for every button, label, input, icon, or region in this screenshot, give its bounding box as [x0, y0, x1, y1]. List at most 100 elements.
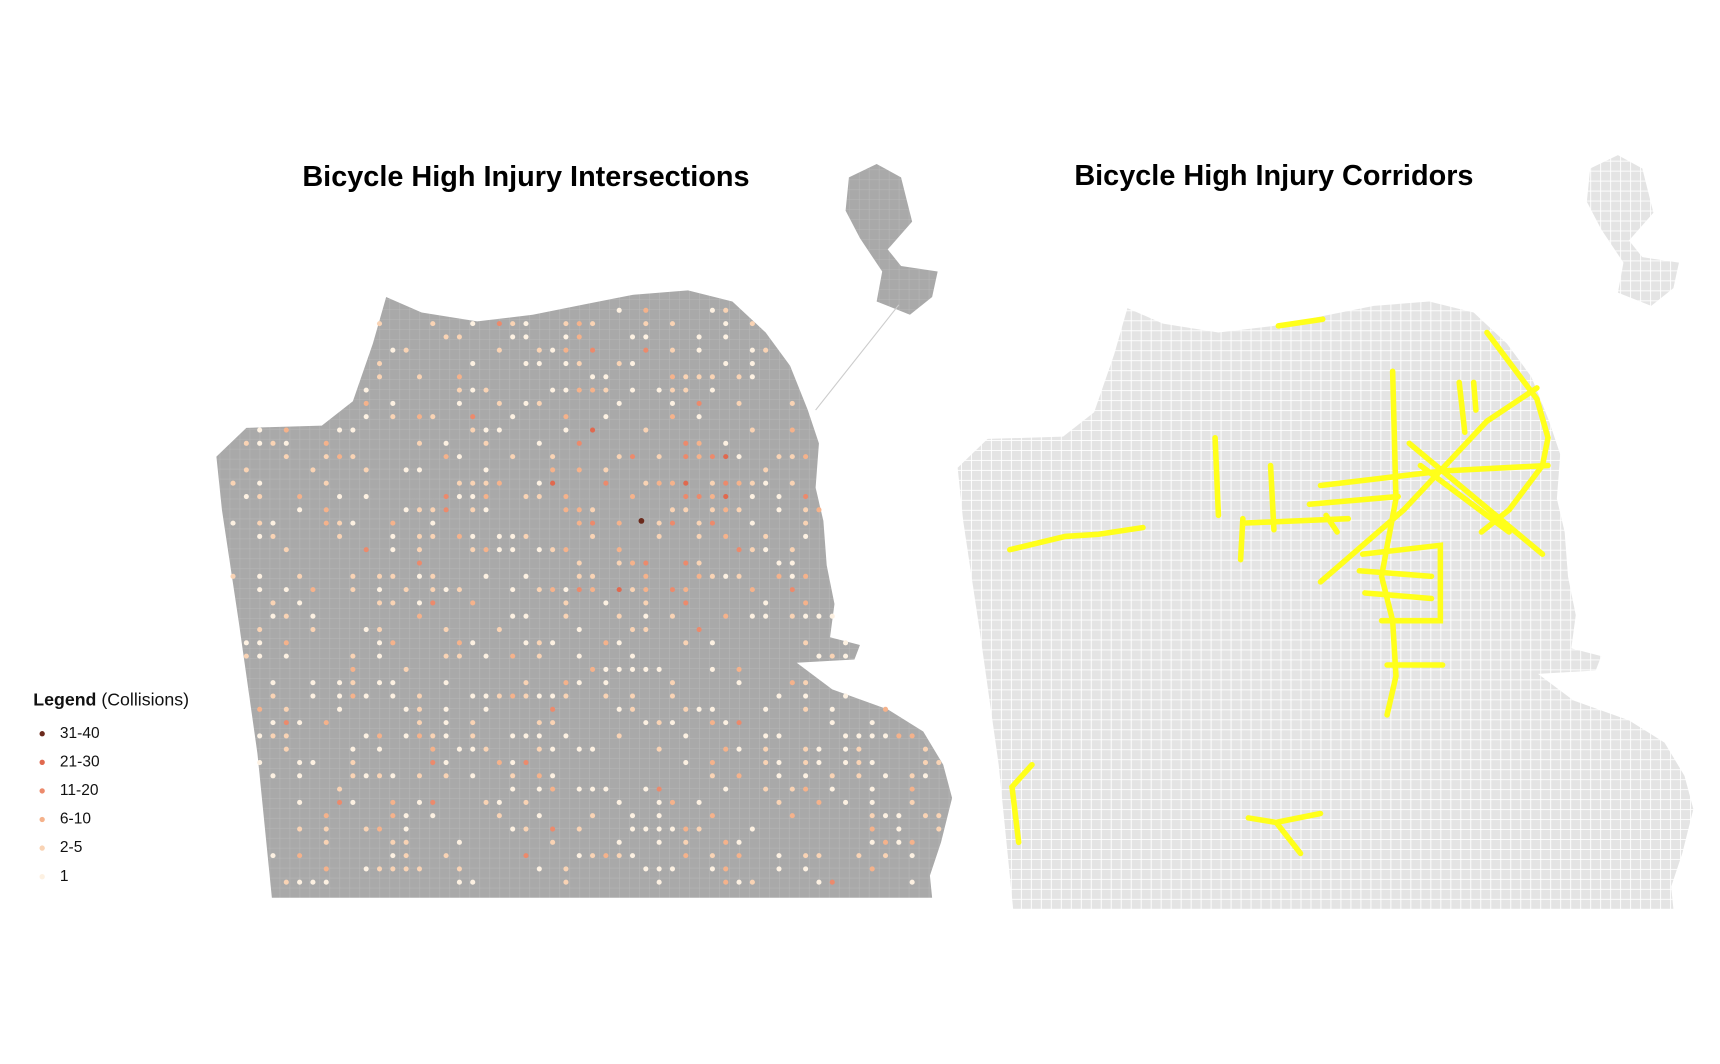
- collision-dot: [270, 853, 276, 859]
- collision-dot: [456, 533, 462, 539]
- collision-dot: [749, 879, 755, 885]
- collision-dot: [270, 600, 276, 606]
- collision-dot: [603, 786, 609, 792]
- collision-dot: [696, 560, 702, 566]
- collision-dot: [656, 387, 662, 393]
- collision-dot: [763, 786, 769, 792]
- collision-dot: [669, 321, 676, 327]
- collision-dot: [683, 560, 689, 566]
- collision-dot: [470, 746, 476, 752]
- corridor: [1007, 524, 1146, 553]
- collision-dot: [896, 813, 902, 819]
- collision-dot: [470, 533, 476, 539]
- collision-dot: [616, 666, 622, 672]
- collision-dot: [297, 853, 303, 859]
- collision-dot: [789, 587, 795, 593]
- collision-dot: [550, 454, 556, 460]
- collision-dot: [270, 533, 276, 539]
- collision-dot: [683, 480, 689, 486]
- collision-dot: [709, 573, 715, 579]
- collision-dot: [576, 853, 582, 859]
- collision-dot: [496, 799, 502, 805]
- collision-dot: [789, 427, 795, 433]
- legend: Legend (Collisions) 31-40 21-30 11-20 6-10 2…: [33, 689, 189, 885]
- collision-dot: [470, 480, 476, 486]
- collision-dot: [882, 813, 889, 819]
- collision-dot: [643, 786, 649, 792]
- collision-dot: [550, 746, 556, 752]
- collision-dot: [643, 334, 649, 340]
- collision-dot: [723, 879, 729, 885]
- collision-dot: [257, 759, 263, 766]
- collision-dot: [749, 587, 755, 593]
- collision-dot: [749, 480, 755, 486]
- collision-dot: [590, 573, 596, 579]
- collision-dot: [536, 866, 542, 872]
- collision-dot: [696, 414, 702, 420]
- collision-dot: [456, 587, 462, 593]
- collision-dot: [390, 400, 396, 406]
- collision-dot: [323, 839, 329, 845]
- collision-dot: [896, 839, 902, 845]
- collision-dot: [230, 480, 236, 486]
- collision-dot: [563, 493, 569, 500]
- collision-dot: [550, 720, 556, 726]
- collision-dot: [403, 813, 409, 819]
- collision-dot: [656, 826, 662, 832]
- collision-dot: [430, 573, 436, 579]
- collision-dot: [376, 321, 383, 327]
- collision-dot: [696, 826, 702, 832]
- collision-dot: [749, 520, 755, 526]
- collision-dot: [496, 626, 502, 633]
- collision-dot: [443, 626, 449, 633]
- collision-dot: [922, 746, 929, 752]
- collision-dot: [776, 507, 782, 513]
- collision-dot: [456, 334, 462, 340]
- collision-dot: [350, 587, 356, 593]
- collision-dot: [523, 613, 529, 619]
- collision-dot: [323, 520, 329, 526]
- collision-dot: [443, 773, 449, 779]
- collision-dot: [430, 321, 436, 327]
- collision-dot: [403, 866, 409, 872]
- collision-dot: [416, 720, 423, 726]
- collision-dot: [563, 587, 569, 593]
- collision-dot: [323, 480, 329, 486]
- collision-dot: [869, 799, 875, 805]
- collision-dot: [323, 826, 329, 832]
- collision-dot: [563, 680, 569, 686]
- collision-dot: [709, 520, 715, 526]
- collision-dot: [656, 666, 662, 672]
- collision-dot: [563, 387, 569, 393]
- collision-dot: [456, 866, 462, 872]
- collision-dot: [523, 733, 529, 739]
- collision-dot: [430, 414, 436, 420]
- corridors: [1007, 316, 1551, 857]
- collision-dot: [297, 879, 303, 885]
- collision-dot: [563, 507, 569, 513]
- collision-dot: [803, 640, 809, 646]
- collision-dot: [763, 613, 769, 619]
- collision-dot: [856, 746, 862, 752]
- collision-dot: [283, 640, 289, 646]
- collision-dot: [416, 693, 423, 699]
- collision-dot: [403, 706, 409, 712]
- collision-dot: [749, 360, 755, 367]
- collision-dot: [257, 427, 263, 433]
- collision-dot: [576, 826, 582, 832]
- collision-dot: [563, 414, 569, 420]
- collision-dot: [550, 773, 556, 779]
- collision-dot: [470, 773, 476, 779]
- collision-dot: [443, 680, 449, 686]
- collision-dot: [376, 600, 383, 606]
- collision-dot: [323, 507, 329, 513]
- collision-dot: [683, 507, 689, 513]
- collision-dot: [843, 759, 849, 766]
- collision-dot: [643, 560, 649, 566]
- collision-dot: [456, 454, 462, 460]
- collision-dot: [723, 440, 729, 446]
- collision-dot: [683, 454, 689, 460]
- collision-dot: [363, 387, 369, 393]
- collision-dot: [310, 759, 316, 766]
- collision-dot: [470, 387, 476, 393]
